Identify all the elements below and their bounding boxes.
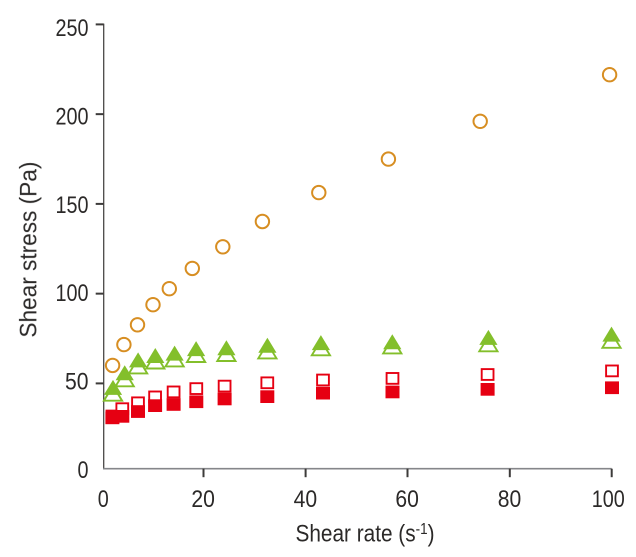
svg-text:150: 150 xyxy=(56,192,89,219)
svg-text:0: 0 xyxy=(78,457,89,484)
svg-text:Shear rate (s-1): Shear rate (s-1) xyxy=(296,521,435,548)
svg-text:250: 250 xyxy=(56,15,89,42)
svg-text:60: 60 xyxy=(395,486,419,513)
svg-text:100: 100 xyxy=(56,280,89,307)
svg-text:100: 100 xyxy=(592,486,625,513)
svg-text:0: 0 xyxy=(98,486,109,513)
svg-text:200: 200 xyxy=(56,104,89,131)
svg-text:40: 40 xyxy=(294,486,318,513)
svg-text:80: 80 xyxy=(498,486,522,513)
svg-text:20: 20 xyxy=(191,486,215,513)
svg-text:Shear stress (Pa): Shear stress (Pa) xyxy=(16,162,43,338)
svg-text:50: 50 xyxy=(65,368,89,395)
